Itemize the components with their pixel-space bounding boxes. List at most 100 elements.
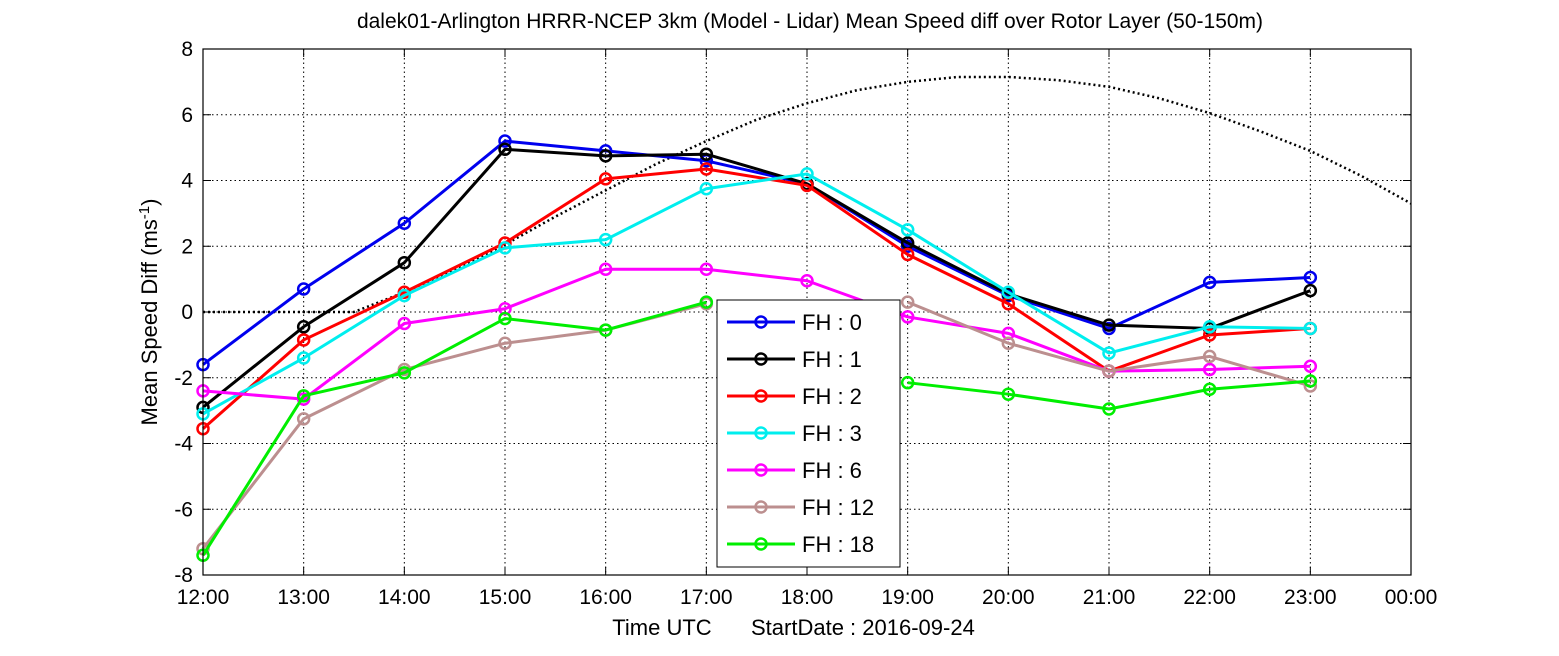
y-tick-label: 0 (181, 301, 193, 324)
y-tick-label: -2 (174, 367, 193, 390)
data-point (1001, 336, 1016, 350)
x-tick-label: 12:00 (177, 586, 230, 609)
data-point (598, 262, 613, 277)
series-line (202, 139, 1311, 366)
data-point (1303, 270, 1318, 285)
series-line (201, 302, 707, 550)
data-point (900, 247, 915, 262)
data-point (1102, 402, 1116, 416)
legend-marker (754, 389, 768, 403)
legend-item: FH : 6 (727, 458, 862, 483)
data-point (1202, 328, 1217, 342)
data-point (296, 389, 311, 403)
data-point (900, 310, 915, 324)
data-point (296, 320, 311, 334)
data-point (699, 295, 714, 309)
data-point (296, 412, 311, 426)
legend-label: FH : 2 (802, 384, 862, 409)
legend-item: FH : 0 (727, 310, 862, 335)
y-axis-label-main: Mean Speed Diff (ms (137, 219, 162, 425)
axis-ticks (202, 48, 1412, 576)
series-line (907, 300, 1311, 388)
x-tick-label: 15:00 (479, 586, 532, 609)
data-point (699, 162, 714, 176)
y-tick-labels: -8 -6 -4 -2 0 2 4 6 8 (174, 38, 193, 587)
data-point (699, 181, 714, 196)
x-tick-label: 18:00 (781, 586, 834, 609)
x-tick-label: 19:00 (881, 586, 934, 609)
x-tick-label: 22:00 (1183, 586, 1236, 609)
data-point (498, 142, 512, 157)
data-point (800, 167, 814, 181)
y-axis-label: Mean Speed Diff (ms-1) (136, 199, 162, 426)
legend-label: FH : 18 (802, 532, 874, 557)
legend-label: FH : 3 (802, 421, 862, 446)
y-tick-label: 4 (181, 170, 193, 193)
data-point (900, 295, 915, 309)
data-point (296, 333, 311, 347)
y-axis-label-close: ) (137, 199, 162, 206)
data-point (498, 241, 512, 255)
legend-marker (754, 463, 768, 477)
data-point (498, 311, 512, 326)
legend-label: FH : 1 (802, 347, 862, 372)
x-tick-label: 13:00 (277, 586, 330, 609)
data-point (1202, 349, 1217, 364)
data-point (1303, 379, 1318, 393)
series-line (202, 147, 1311, 409)
series-line (202, 172, 1311, 416)
y-tick-label: 8 (181, 38, 193, 61)
data-point (1303, 359, 1318, 373)
legend-item: FH : 3 (727, 421, 862, 446)
y-axis-label-sup: -1 (136, 206, 153, 219)
data-point (498, 336, 512, 350)
data-point (699, 262, 714, 277)
data-point (1001, 387, 1016, 401)
data-point (1202, 362, 1217, 377)
data-point (1202, 275, 1217, 290)
series-line (202, 167, 1311, 430)
legend-item: FH : 2 (727, 384, 862, 409)
data-point (598, 232, 613, 247)
x-axis-label: Time UTC (612, 615, 712, 640)
data-point (1001, 285, 1016, 300)
y-tick-label: 6 (181, 104, 193, 127)
y-tick-label: -6 (174, 498, 193, 521)
x-tick-label: 17:00 (680, 586, 733, 609)
legend-marker (754, 500, 768, 514)
legend-item: FH : 1 (727, 347, 862, 372)
series-line (907, 379, 1311, 411)
legend-label: FH : 12 (802, 495, 874, 520)
data-point (900, 375, 915, 390)
data-point (397, 366, 412, 380)
data-point (900, 223, 915, 237)
x-tick-label: 14:00 (378, 586, 431, 609)
x-tick-label: 16:00 (579, 586, 632, 609)
data-point (598, 323, 613, 337)
series-6 (196, 295, 1318, 563)
data-point (296, 351, 311, 365)
x-tick-label: 20:00 (982, 586, 1035, 609)
x-tick-label: 00:00 (1385, 586, 1438, 609)
legend: FH : 0 FH : 1 FH : 2 FH : 3 FH : 6 FH : 12 FH … (716, 299, 901, 568)
legend-marker (754, 537, 768, 551)
data-point (598, 172, 613, 186)
legend-marker (754, 315, 768, 329)
series-line (201, 300, 707, 557)
y-tick-label: -4 (174, 433, 193, 456)
data-point (1102, 346, 1116, 360)
data-point (397, 316, 412, 331)
data-point (800, 274, 814, 288)
data-point (1303, 321, 1318, 336)
data-point (1303, 374, 1318, 388)
data-point (699, 147, 714, 161)
data-point (1202, 382, 1217, 397)
x-tick-label: 23:00 (1284, 586, 1337, 609)
data-point (1102, 318, 1116, 332)
legend-marker (754, 352, 768, 366)
y-tick-label: -8 (174, 564, 193, 587)
data-point (397, 216, 412, 230)
data-point (1303, 283, 1318, 298)
legend-label: FH : 0 (802, 310, 862, 335)
